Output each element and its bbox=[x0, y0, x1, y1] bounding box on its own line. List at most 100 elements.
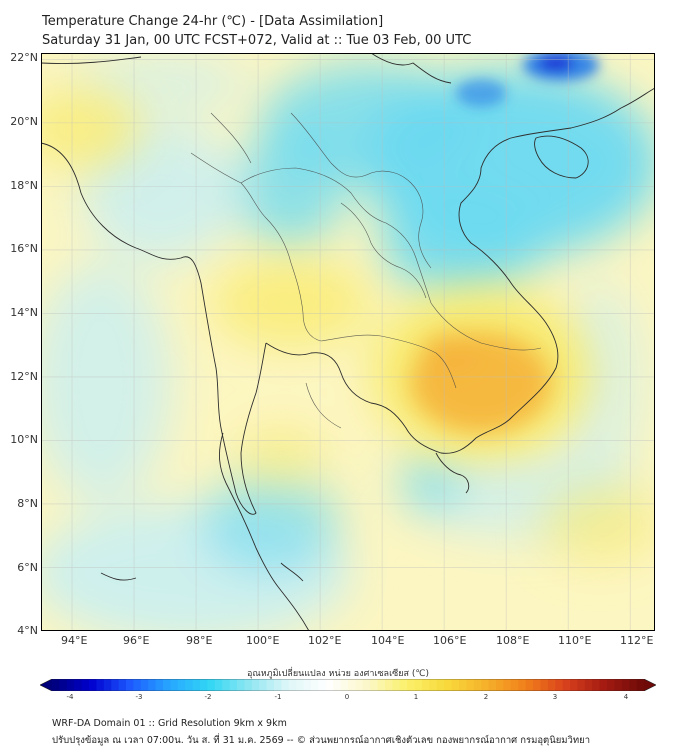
colorbar-segment bbox=[436, 679, 445, 691]
colorbar-segment bbox=[103, 679, 112, 691]
colorbar-segment bbox=[599, 679, 608, 691]
colorbar-segment bbox=[200, 679, 208, 691]
colorbar-segment bbox=[229, 679, 238, 691]
colorbar-segment bbox=[266, 679, 275, 691]
colorbar-segment bbox=[133, 679, 142, 691]
y-tick-18n: 18°N bbox=[10, 179, 38, 192]
colorbar-segment bbox=[111, 679, 120, 691]
colorbar-segment bbox=[214, 679, 223, 691]
colorbar-segment bbox=[422, 679, 430, 691]
colorbar-segment bbox=[74, 679, 83, 691]
colorbar-segment bbox=[555, 679, 564, 691]
colorbar-segment bbox=[318, 679, 327, 691]
colorbar-segment bbox=[207, 679, 216, 691]
colorbar-tick-neg1: -1 bbox=[274, 693, 282, 701]
x-tick-98e: 98°E bbox=[186, 634, 213, 647]
colorbar-extend-min bbox=[40, 679, 52, 691]
y-tick-12n: 12°N bbox=[10, 370, 38, 383]
colorbar-segment bbox=[614, 679, 623, 691]
colorbar-segment bbox=[570, 679, 578, 691]
footer-credit: ปรับปรุงข้อมูล ณ เวลา 07:00น. วัน ส. ที่… bbox=[52, 735, 591, 746]
colorbar-segment bbox=[348, 679, 356, 691]
colorbar-segment bbox=[274, 679, 282, 691]
map-border bbox=[41, 53, 655, 631]
colorbar-segment bbox=[510, 679, 519, 691]
colorbar-segment bbox=[525, 679, 534, 691]
colorbar-tick-2: 2 bbox=[483, 693, 489, 701]
colorbar-segment bbox=[621, 679, 630, 691]
colorbar-segment bbox=[177, 679, 186, 691]
coastlines bbox=[41, 53, 655, 631]
colorbar-segment bbox=[451, 679, 460, 691]
y-tick-4n: 4°N bbox=[17, 624, 38, 637]
x-tick-108e: 108°E bbox=[496, 634, 530, 647]
colorbar-segment bbox=[288, 679, 297, 691]
colorbar-segment bbox=[503, 679, 512, 691]
colorbar-segment bbox=[148, 679, 157, 691]
title-line-2: Saturday 31 Jan, 00 UTC FCST+072, Valid … bbox=[42, 33, 472, 48]
colorbar-tick-neg3: -3 bbox=[135, 693, 143, 701]
colorbar-tick-1: 1 bbox=[413, 693, 419, 701]
colorbar-segment bbox=[414, 679, 423, 691]
colorbar-segment bbox=[481, 679, 490, 691]
colorbar-segment bbox=[118, 679, 127, 691]
colorbar-title: อุณหภูมิเปลี่ยนแปลง หน่วย องศาเซลเซียส (… bbox=[246, 669, 430, 679]
y-tick-8n: 8°N bbox=[17, 497, 38, 510]
cool-regions bbox=[41, 53, 655, 631]
field-layer bbox=[41, 53, 655, 631]
x-tick-96e: 96°E bbox=[123, 634, 150, 647]
colorbar-segment bbox=[281, 679, 290, 691]
y-tick-10n: 10°N bbox=[10, 433, 38, 446]
colorbar bbox=[40, 679, 656, 691]
colorbar-segment bbox=[355, 679, 364, 691]
colorbar-segment bbox=[237, 679, 245, 691]
colorbar-segment bbox=[377, 679, 386, 691]
cold-core bbox=[456, 53, 599, 107]
country-borders bbox=[190, 112, 542, 429]
colorbar-segment bbox=[325, 679, 334, 691]
colorbar-segment bbox=[259, 679, 268, 691]
colorbar-segment bbox=[170, 679, 179, 691]
colorbar-segment bbox=[163, 679, 171, 691]
colorbar-segment bbox=[303, 679, 312, 691]
colorbar-segment bbox=[473, 679, 482, 691]
colorbar-segment bbox=[311, 679, 319, 691]
colorbar-segment bbox=[577, 679, 586, 691]
colorbar-segment bbox=[629, 679, 638, 691]
title-line-1: Temperature Change 24-hr (℃) - [Data Ass… bbox=[42, 14, 384, 29]
colorbar-segment bbox=[192, 679, 201, 691]
colorbar-tick-0: 0 bbox=[344, 693, 350, 701]
colorbar-segment bbox=[547, 679, 556, 691]
y-tick-14n: 14°N bbox=[10, 306, 38, 319]
colorbar-segment bbox=[362, 679, 371, 691]
colorbar-segment bbox=[533, 679, 541, 691]
colorbar-segment bbox=[429, 679, 438, 691]
y-tick-20n: 20°N bbox=[10, 115, 38, 128]
x-tick-100e: 100°E bbox=[246, 634, 280, 647]
colorbar-segment bbox=[407, 679, 416, 691]
x-tick-102e: 102°E bbox=[308, 634, 342, 647]
x-tick-110e: 110°E bbox=[558, 634, 592, 647]
colorbar-segment bbox=[52, 679, 60, 691]
hot-core bbox=[411, 333, 551, 433]
x-tick-106e: 106°E bbox=[433, 634, 467, 647]
x-tick-104e: 104°E bbox=[371, 634, 405, 647]
colorbar-segment bbox=[392, 679, 401, 691]
footer-grid-info: WRF-DA Domain 01 :: Grid Resolution 9km … bbox=[52, 718, 287, 729]
colorbar-segment bbox=[385, 679, 393, 691]
colorbar-segment bbox=[66, 679, 75, 691]
colorbar-segment bbox=[81, 679, 90, 691]
temperature-change-map bbox=[41, 53, 655, 631]
colorbar-segment bbox=[636, 679, 645, 691]
colorbar-tick-neg2: -2 bbox=[204, 693, 212, 701]
colorbar-segment bbox=[488, 679, 497, 691]
colorbar-segment bbox=[89, 679, 97, 691]
colorbar-segment bbox=[607, 679, 615, 691]
colorbar-segment bbox=[340, 679, 349, 691]
colorbar-extend-max bbox=[644, 679, 656, 691]
colorbar-segment bbox=[185, 679, 194, 691]
colorbar-segment bbox=[140, 679, 149, 691]
colorbar-segment bbox=[126, 679, 134, 691]
colorbar-segment bbox=[244, 679, 253, 691]
colorbar-segment bbox=[222, 679, 231, 691]
